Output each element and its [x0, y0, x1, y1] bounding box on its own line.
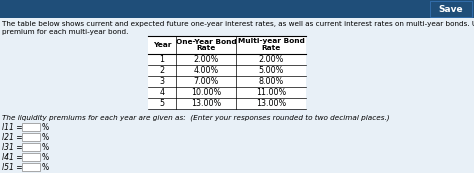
Text: l51 =: l51 =: [2, 162, 23, 171]
Text: %: %: [42, 133, 49, 142]
Bar: [0, 0, 474, 18]
Text: 2.00%: 2.00%: [193, 55, 219, 64]
Bar: [22, 123, 40, 131]
Text: 13.00%: 13.00%: [256, 99, 286, 108]
Text: Year: Year: [153, 42, 171, 48]
Text: l21 =: l21 =: [2, 133, 23, 142]
Text: The table below shows current and expected future one-year interest rates, as we: The table below shows current and expect…: [2, 21, 474, 27]
Text: 4.00%: 4.00%: [193, 66, 219, 75]
Bar: [22, 163, 40, 171]
Text: %: %: [42, 153, 49, 162]
Text: 10.00%: 10.00%: [191, 88, 221, 97]
Text: 5.00%: 5.00%: [258, 66, 283, 75]
Text: 8.00%: 8.00%: [258, 77, 283, 86]
Text: 4: 4: [159, 88, 164, 97]
Bar: [0, 18, 474, 173]
Bar: [430, 1, 472, 17]
Text: l31 =: l31 =: [2, 143, 23, 152]
Text: 2.00%: 2.00%: [258, 55, 283, 64]
Text: %: %: [42, 122, 49, 131]
Text: l41 =: l41 =: [2, 153, 23, 162]
Bar: [22, 143, 40, 151]
Text: 3: 3: [159, 77, 164, 86]
Text: premium for each multi-year bond.: premium for each multi-year bond.: [2, 29, 128, 35]
Text: 11.00%: 11.00%: [256, 88, 286, 97]
Bar: [22, 133, 40, 141]
Text: %: %: [42, 143, 49, 152]
Text: 1: 1: [159, 55, 164, 64]
Text: The liquidity premiums for each year are given as:  (Enter your responses rounde: The liquidity premiums for each year are…: [2, 114, 390, 121]
Text: 2: 2: [159, 66, 164, 75]
Text: 5: 5: [159, 99, 164, 108]
Text: 13.00%: 13.00%: [191, 99, 221, 108]
Text: %: %: [42, 162, 49, 171]
Text: 7.00%: 7.00%: [193, 77, 219, 86]
Text: Multi-year Bond
Rate: Multi-year Bond Rate: [237, 39, 304, 52]
Text: Save: Save: [439, 4, 463, 13]
Bar: [22, 153, 40, 161]
Text: l11 =: l11 =: [2, 122, 23, 131]
Bar: [148, 36, 306, 109]
Text: One-Year Bond
Rate: One-Year Bond Rate: [176, 39, 237, 52]
